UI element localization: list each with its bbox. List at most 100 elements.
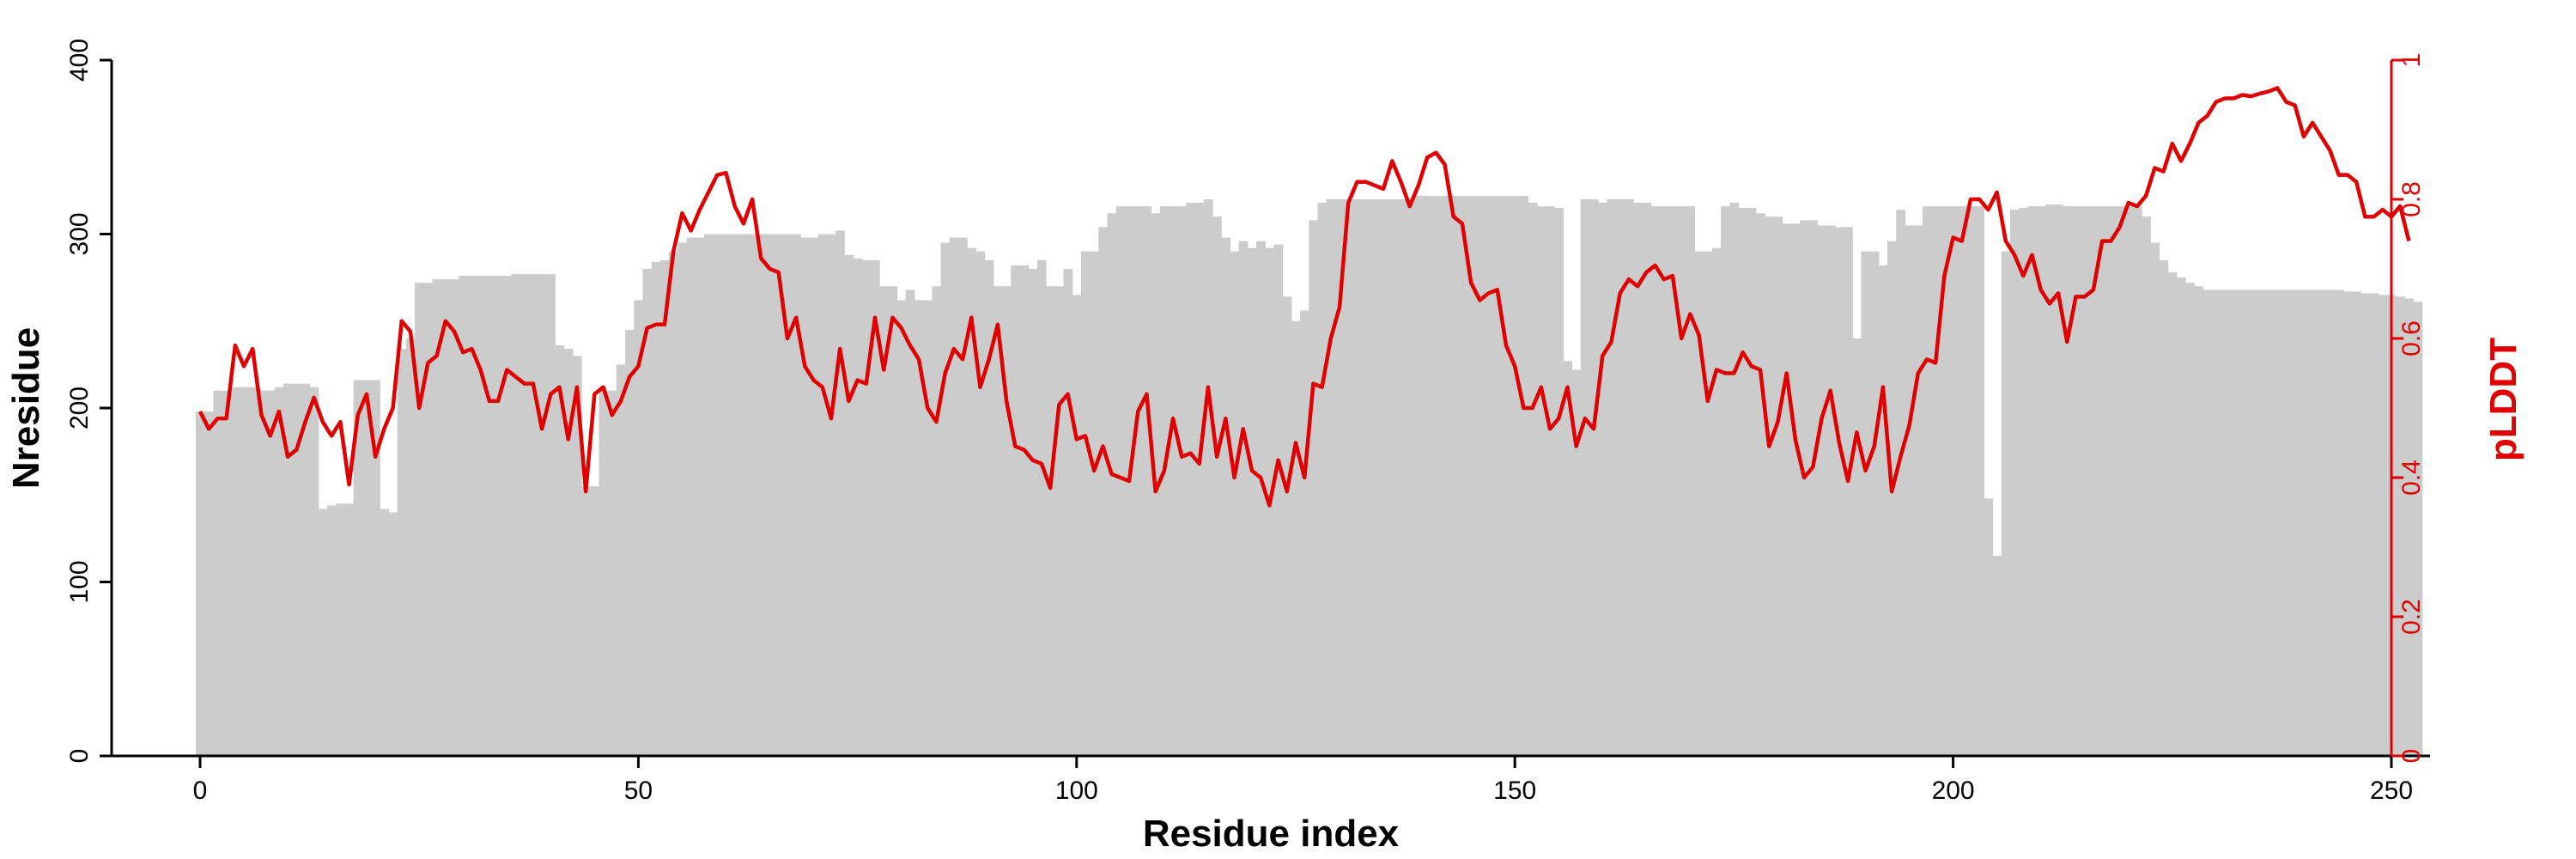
bar	[748, 234, 757, 756]
bar	[2308, 289, 2318, 756]
bar	[1659, 206, 1669, 757]
bar	[405, 338, 416, 756]
bar	[1238, 241, 1249, 757]
bar	[301, 383, 311, 756]
bar	[265, 390, 276, 756]
bar	[1913, 225, 1923, 757]
bar	[371, 380, 380, 756]
bar	[2325, 289, 2336, 756]
bar	[774, 234, 784, 756]
bar	[659, 259, 670, 757]
bar	[1510, 195, 1520, 756]
bar	[2352, 291, 2361, 757]
bar	[1992, 556, 2002, 757]
bar	[1721, 206, 1730, 757]
bar	[625, 329, 635, 756]
bar	[826, 234, 836, 756]
bar	[1747, 208, 1757, 757]
bar	[1624, 199, 1634, 756]
bar	[1844, 227, 1853, 756]
bar	[1028, 269, 1038, 756]
bar	[380, 509, 390, 756]
bar	[388, 512, 398, 756]
bar	[1711, 247, 1722, 756]
bar	[1773, 216, 1783, 756]
bar	[1388, 199, 1397, 756]
y-left-tick-label: 0	[65, 749, 94, 764]
bar	[1256, 241, 1266, 757]
bar	[2009, 210, 2020, 756]
bar	[949, 237, 959, 756]
bar	[844, 254, 854, 756]
bar	[1090, 251, 1099, 756]
bar	[1098, 227, 1109, 756]
bar	[1896, 210, 1906, 756]
bar	[440, 279, 451, 756]
bar	[257, 390, 267, 756]
bar	[1677, 206, 1686, 757]
bar	[1607, 199, 1617, 756]
y-right-tick-label: 0.4	[2397, 460, 2426, 496]
bar	[1826, 225, 1836, 757]
bar	[1221, 237, 1231, 756]
bar	[1703, 251, 1713, 756]
bar	[817, 234, 828, 756]
bar	[1965, 206, 1976, 757]
bar	[1729, 203, 1740, 757]
bar	[1230, 251, 1240, 756]
bar	[1309, 220, 1319, 756]
bar	[2176, 277, 2186, 757]
bar	[1440, 195, 1450, 756]
bar	[1940, 206, 1950, 757]
bar	[2263, 289, 2274, 756]
bar	[2378, 295, 2388, 757]
x-tick-label: 250	[2370, 777, 2413, 805]
plddt-line	[197, 86, 2411, 508]
bar	[344, 503, 355, 757]
bar	[274, 387, 284, 756]
bar	[1694, 251, 1704, 756]
bar	[669, 251, 678, 756]
bar	[1168, 206, 1178, 757]
bar	[2396, 296, 2405, 756]
bar	[1212, 216, 1222, 756]
bar	[1115, 206, 1126, 757]
bar	[1755, 213, 1765, 756]
bar	[2281, 289, 2292, 756]
bar	[2053, 204, 2063, 756]
bar	[1107, 213, 1117, 756]
bar	[1878, 265, 1888, 756]
x-tick-label: 0	[193, 777, 208, 805]
bar	[1352, 199, 1363, 756]
bar	[283, 383, 293, 756]
y-left-tick-label: 400	[65, 39, 94, 82]
bar	[1423, 195, 1432, 756]
bar	[2211, 289, 2221, 756]
bar	[2115, 206, 2125, 757]
bar	[896, 300, 907, 756]
bar	[1449, 195, 1459, 756]
bar	[546, 274, 556, 757]
bar	[984, 259, 994, 757]
bar	[2342, 291, 2353, 757]
y-left-axis-title: Nresidue	[5, 327, 47, 489]
bar	[730, 234, 740, 756]
bar	[2369, 293, 2379, 757]
bar	[1361, 199, 1371, 756]
bar	[2044, 204, 2055, 756]
bar	[1642, 203, 1652, 757]
bar	[1203, 199, 1213, 756]
bar	[2098, 206, 2107, 757]
bar	[2185, 283, 2195, 756]
bar	[1467, 195, 1476, 756]
bar	[336, 503, 346, 757]
bar	[957, 237, 968, 756]
bar	[1799, 220, 1809, 756]
bar	[1519, 195, 1529, 756]
bar	[598, 390, 609, 756]
bar	[1046, 286, 1055, 756]
bar	[449, 279, 459, 756]
bar	[1571, 369, 1582, 756]
bar	[1317, 203, 1327, 757]
